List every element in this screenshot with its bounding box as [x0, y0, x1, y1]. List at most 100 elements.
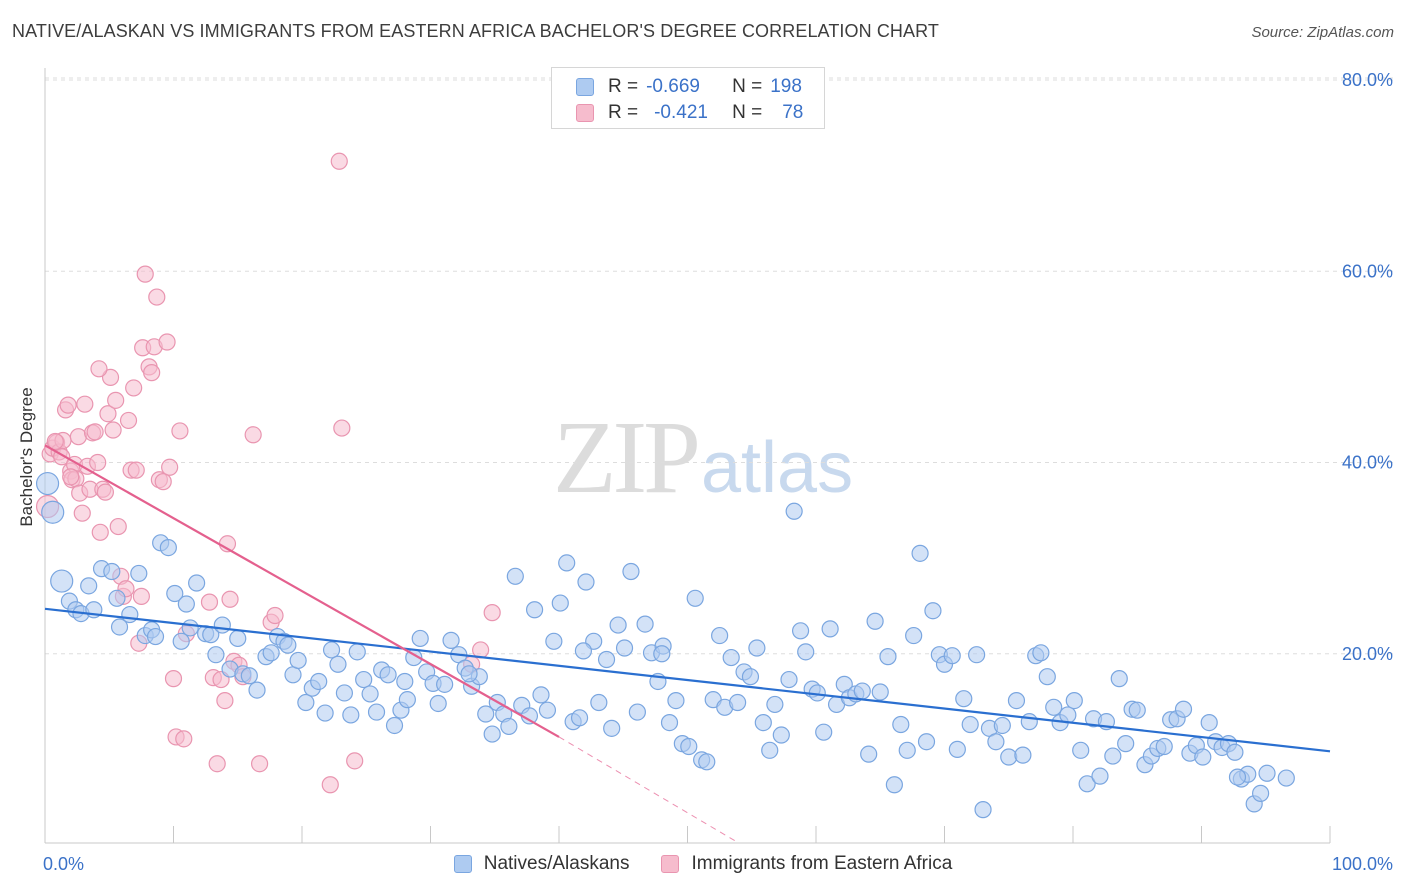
- data-point-natives: [279, 636, 297, 654]
- legend-row-immigrants: R = -0.421 N = 78: [576, 101, 803, 125]
- data-point-natives: [892, 715, 910, 734]
- legend-item-immigrants[interactable]: Immigrants from Eastern Africa: [661, 853, 952, 875]
- data-point-immigrants: [91, 523, 109, 541]
- data-point-natives: [177, 595, 195, 613]
- data-point-natives: [1277, 769, 1295, 787]
- data-point-natives: [1020, 713, 1038, 731]
- y-tick-label: 60.0%: [1342, 261, 1393, 281]
- legend-r-value: -0.421: [654, 102, 708, 123]
- data-point-natives: [622, 562, 640, 581]
- data-point-natives: [297, 693, 315, 712]
- data-point-natives: [1128, 701, 1146, 719]
- data-point-natives: [791, 622, 810, 640]
- data-point-natives: [1228, 768, 1247, 786]
- data-point-natives: [1072, 741, 1090, 759]
- data-point-natives: [1194, 748, 1212, 766]
- y-axis-label: Bachelor's Degree: [17, 387, 36, 527]
- data-point-natives: [442, 631, 460, 649]
- correlation-legend: R = -0.669 N = 198 R = -0.421 N = 78: [551, 67, 825, 129]
- data-point-natives: [1117, 735, 1135, 753]
- data-point-natives: [772, 726, 790, 744]
- data-point-natives: [1110, 670, 1128, 688]
- data-point-immigrants: [101, 368, 120, 386]
- data-point-natives: [1032, 644, 1050, 662]
- data-point-natives: [754, 713, 772, 732]
- data-point-natives: [667, 692, 685, 710]
- data-point-immigrants: [346, 752, 364, 770]
- data-point-natives: [961, 715, 979, 734]
- data-point-natives: [172, 632, 190, 650]
- data-point-immigrants: [158, 333, 176, 351]
- data-point-natives: [1200, 713, 1218, 732]
- data-point-natives: [660, 713, 679, 732]
- legend-label-immigrants: Immigrants from Eastern Africa: [691, 853, 953, 874]
- data-point-natives: [322, 641, 341, 659]
- data-point-natives: [609, 616, 627, 634]
- legend-swatch-blue: [453, 855, 472, 873]
- data-point-natives: [680, 737, 698, 756]
- data-point-natives: [121, 605, 139, 624]
- data-point-immigrants: [132, 587, 150, 605]
- legend-n-label: N =: [732, 76, 763, 97]
- data-point-natives: [525, 601, 544, 619]
- data-point-natives: [348, 643, 366, 661]
- data-point-natives: [532, 686, 550, 704]
- data-point-natives: [853, 682, 871, 700]
- data-point-natives: [41, 500, 65, 524]
- data-point-immigrants: [154, 473, 172, 491]
- data-point-natives: [761, 741, 779, 759]
- data-point-natives: [240, 667, 258, 685]
- data-point-natives: [615, 639, 634, 657]
- data-point-natives: [396, 672, 414, 691]
- data-point-natives: [398, 691, 416, 709]
- data-point-natives: [110, 618, 129, 636]
- data-point-immigrants: [221, 590, 239, 608]
- trend-line-natives: [44, 607, 1331, 753]
- data-point-immigrants: [46, 432, 64, 451]
- legend-swatch-pink: [576, 104, 594, 122]
- tick-labels: 20.0% 40.0% 60.0% 80.0% 0.0% 100.0%: [43, 70, 1393, 874]
- trend-extension-immigrants: [558, 736, 740, 844]
- data-point-natives: [284, 666, 302, 684]
- data-point-natives: [885, 776, 903, 794]
- data-point-natives: [722, 648, 740, 667]
- data-point-natives: [574, 642, 593, 660]
- data-point-immigrants: [125, 379, 143, 397]
- data-point-natives: [229, 629, 247, 648]
- legend-row-natives: R = -0.669 N = 198: [576, 75, 802, 99]
- data-point-natives: [898, 741, 916, 759]
- data-point-natives: [361, 685, 379, 703]
- data-point-immigrants: [244, 426, 262, 444]
- data-point-natives: [159, 539, 177, 557]
- data-point-immigrants: [266, 606, 284, 625]
- series-legend: Natives/Alaskans Immigrants from Eastern…: [0, 851, 1406, 877]
- data-point-natives: [103, 562, 121, 581]
- data-point-natives: [766, 695, 784, 714]
- data-point-natives: [570, 709, 589, 727]
- data-point-natives: [367, 703, 386, 721]
- data-point-immigrants: [164, 670, 183, 688]
- data-point-natives: [1226, 743, 1244, 761]
- data-point-natives: [558, 554, 576, 572]
- data-point-natives: [797, 643, 815, 661]
- data-point-immigrants: [143, 364, 161, 382]
- data-point-natives: [711, 626, 729, 645]
- data-point-natives: [379, 666, 397, 684]
- data-point-immigrants: [333, 419, 351, 437]
- data-point-natives: [1174, 700, 1193, 718]
- data-point-natives: [780, 670, 798, 689]
- data-point-natives: [729, 693, 747, 712]
- data-point-immigrants: [99, 405, 117, 423]
- data-point-natives: [35, 471, 60, 496]
- y-tick-label: 40.0%: [1342, 453, 1393, 473]
- legend-item-natives[interactable]: Natives/Alaskans: [453, 853, 629, 875]
- data-point-natives: [821, 620, 839, 638]
- data-point-immigrants: [59, 396, 77, 414]
- data-point-natives: [335, 684, 354, 702]
- data-point-natives: [538, 701, 557, 719]
- data-point-natives: [108, 589, 126, 607]
- data-point-natives: [500, 717, 518, 736]
- data-point-natives: [860, 745, 878, 763]
- x-tick-label: 0.0%: [43, 854, 84, 874]
